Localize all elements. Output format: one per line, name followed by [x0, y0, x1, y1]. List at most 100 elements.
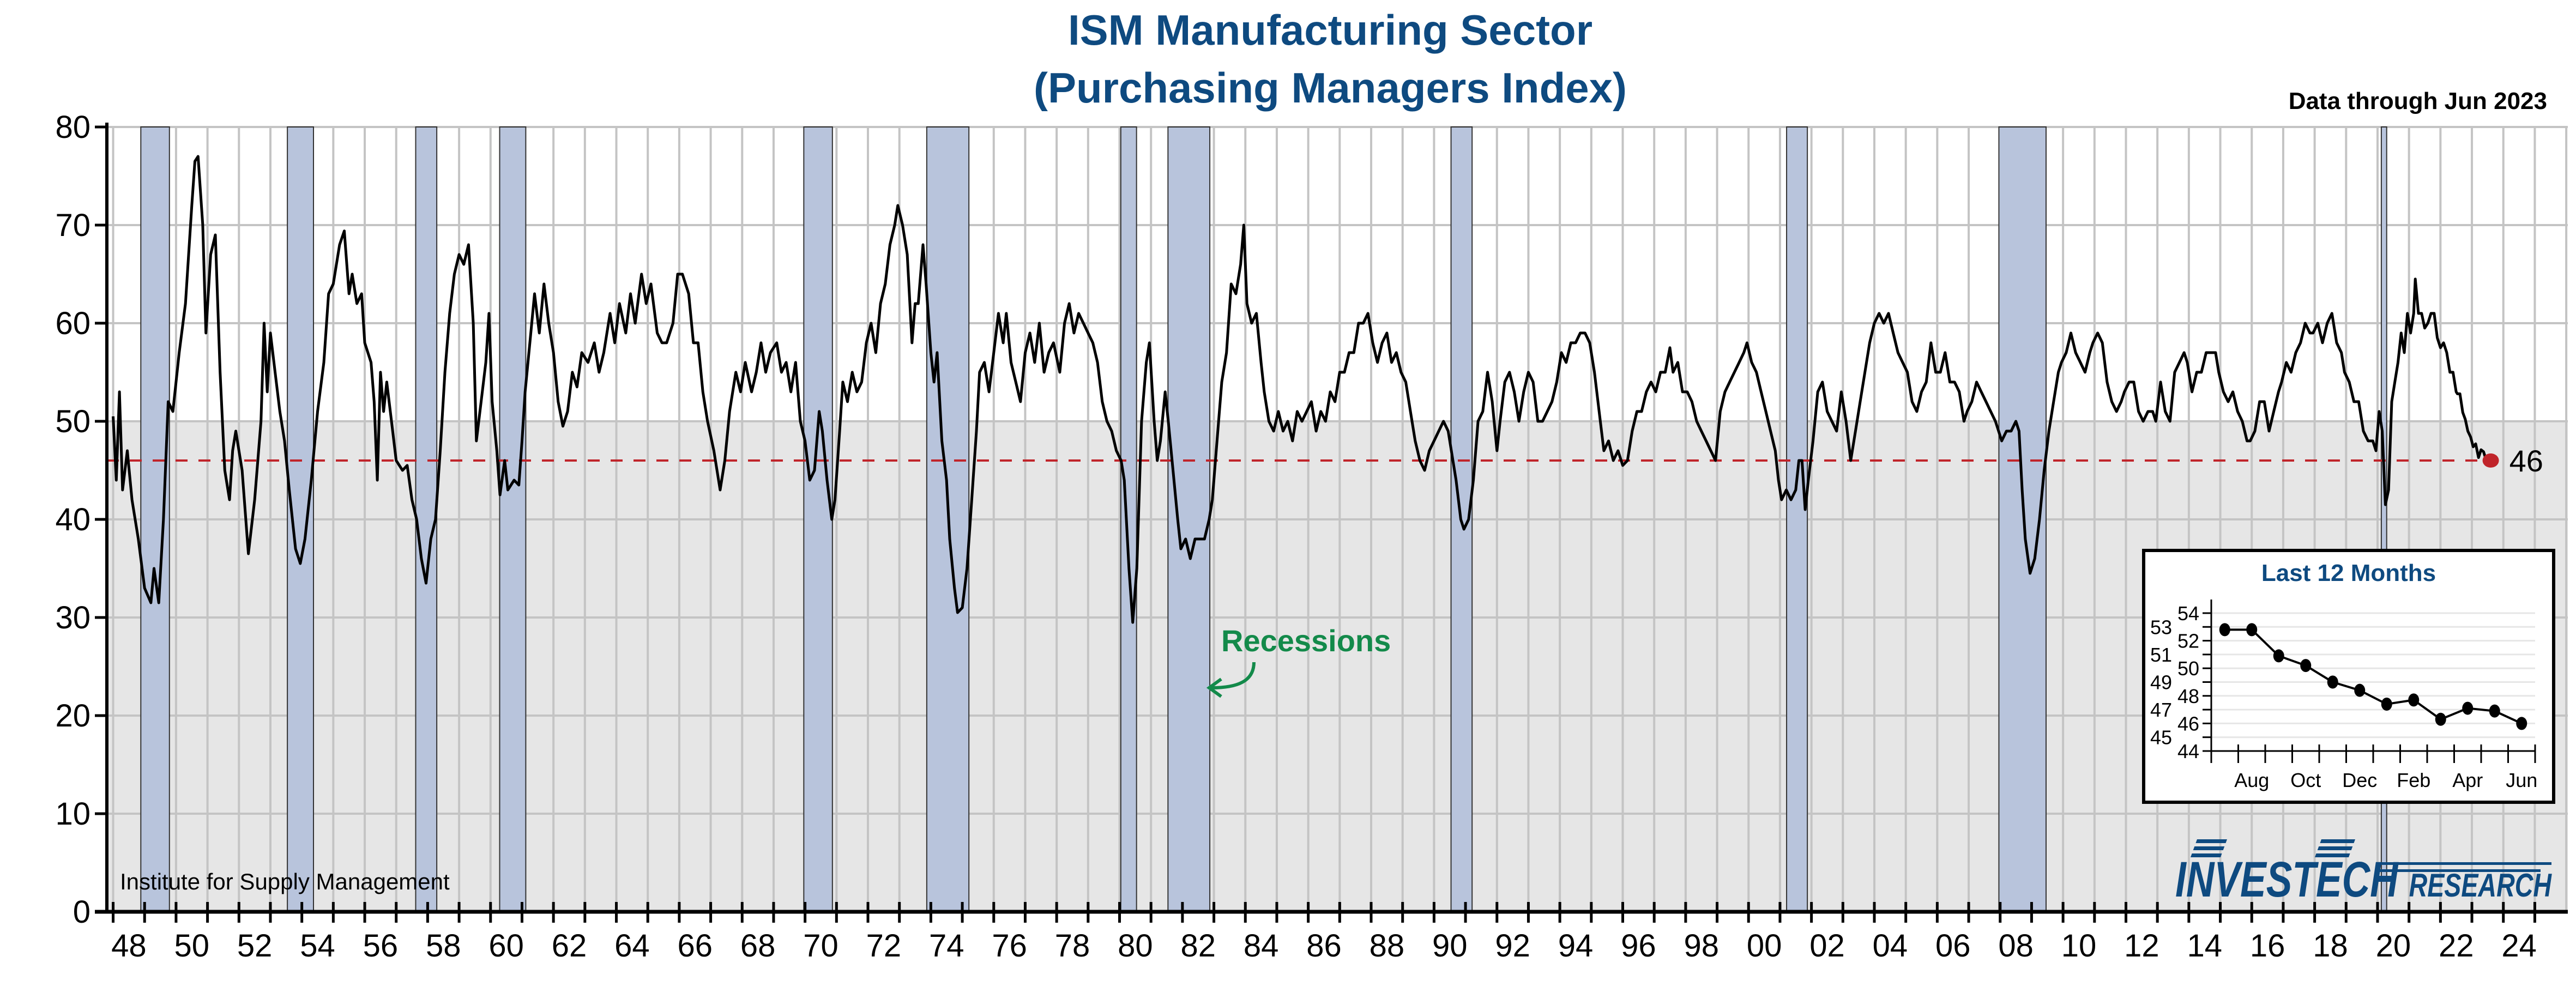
x-tick-label: 82 — [1180, 928, 1216, 964]
chart-title: ISM Manufacturing Sector — [1068, 6, 1592, 54]
x-tick-label: 02 — [1809, 928, 1845, 964]
x-tick-label: 66 — [677, 928, 713, 964]
inset-data-point — [2300, 659, 2312, 673]
inset-y-tick-label: 48 — [2177, 685, 2199, 707]
x-tick-label: 58 — [426, 928, 461, 964]
y-tick-label: 30 — [55, 600, 91, 635]
x-tick-label: 08 — [1998, 928, 2034, 964]
plot-area: 46 0 10 20 30 40 50 60 70 80 48 50 52 54 56 58 60 62 64 66 6… — [55, 110, 2568, 964]
recessions-label: Recessions — [1221, 623, 1391, 658]
x-tick-label: 22 — [2439, 928, 2474, 964]
x-tick-label: 76 — [992, 928, 1027, 964]
x-tick-label: 00 — [1747, 928, 1782, 964]
brand-logo: INVESTECH RESEARCH — [2175, 839, 2552, 907]
y-tick-label: 0 — [73, 894, 91, 930]
y-tick-label: 80 — [55, 110, 91, 145]
inset-y-tick-label: 52 — [2177, 630, 2199, 652]
x-tick-label: 86 — [1306, 928, 1342, 964]
x-tick-label: 74 — [929, 928, 964, 964]
y-tick-label: 60 — [55, 306, 91, 341]
inset-y-tick-label: 44 — [2177, 740, 2199, 762]
data-through-note: Data through Jun 2023 — [2289, 88, 2547, 114]
recession-band — [140, 126, 170, 912]
x-tick-label: 64 — [614, 928, 650, 964]
inset-x-tick-label: Oct — [2290, 769, 2321, 791]
source-label: Institute for Supply Management — [120, 869, 450, 894]
x-tick-label: 20 — [2376, 928, 2411, 964]
x-tick-label: 10 — [2061, 928, 2097, 964]
inset-x-tick-label: Jun — [2506, 769, 2537, 791]
inset-data-point — [2354, 683, 2366, 697]
last-value-marker — [2482, 453, 2499, 468]
inset-data-point — [2516, 717, 2527, 730]
x-tick-label: 50 — [174, 928, 209, 964]
x-tick-label: 78 — [1055, 928, 1090, 964]
recession-band — [1167, 126, 1211, 912]
inset-data-point — [2219, 623, 2230, 637]
x-tick-label: 72 — [866, 928, 902, 964]
chart-subtitle: (Purchasing Managers Index) — [1034, 64, 1627, 112]
x-tick-label: 98 — [1684, 928, 1719, 964]
y-tick-label: 20 — [55, 698, 91, 734]
x-tick-label: 96 — [1621, 928, 1656, 964]
inset-data-point — [2381, 697, 2392, 711]
inset-data-point — [2435, 712, 2446, 726]
inset-title: Last 12 Months — [2261, 560, 2436, 586]
inset-y-tick-label: 53 — [2150, 616, 2172, 638]
inset-data-point — [2246, 623, 2258, 637]
recession-band — [1786, 126, 1808, 912]
x-tick-label: 52 — [237, 928, 273, 964]
x-tick-label: 54 — [300, 928, 335, 964]
inset-x-tick-label: Feb — [2397, 769, 2430, 791]
recession-band — [803, 126, 833, 912]
x-tick-label: 80 — [1118, 928, 1153, 964]
inset-x-tick-label: Dec — [2342, 769, 2377, 791]
inset-y-tick-label: 51 — [2150, 644, 2172, 666]
x-tick-label: 88 — [1370, 928, 1405, 964]
recession-band — [926, 126, 970, 912]
recession-band — [415, 126, 438, 912]
y-tick-label: 70 — [55, 208, 91, 243]
recession-band — [499, 126, 527, 912]
x-tick-label: 94 — [1558, 928, 1594, 964]
inset-y-tick-label: 45 — [2150, 726, 2172, 749]
inset-data-point — [2408, 693, 2420, 707]
y-tick-label: 10 — [55, 796, 91, 832]
inset-data-point — [2273, 649, 2284, 663]
inset-x-tick-label: Apr — [2452, 769, 2483, 791]
recessions-annotation: Recessions — [1206, 623, 1391, 698]
inset-data-point — [2327, 675, 2338, 689]
recession-band — [1120, 126, 1137, 912]
inset-y-tick-label: 47 — [2150, 699, 2172, 721]
x-tick-label: 06 — [1935, 928, 1971, 964]
inset-data-point — [2489, 704, 2500, 718]
curved-arrow-icon — [1211, 662, 1256, 689]
arrow-head-icon — [1206, 677, 1222, 698]
x-tick-label: 56 — [363, 928, 399, 964]
inset-frame — [2142, 549, 2555, 804]
x-tick-label: 70 — [803, 928, 838, 964]
x-tick-label: 04 — [1873, 928, 1908, 964]
inset-y-tick-label: 46 — [2177, 712, 2199, 735]
x-tick-label: 90 — [1432, 928, 1468, 964]
inset-x-tick-label: Aug — [2234, 769, 2269, 791]
x-tick-label: 12 — [2124, 928, 2159, 964]
x-tick-label: 16 — [2250, 928, 2285, 964]
x-tick-label: 48 — [111, 928, 147, 964]
x-tick-label: 60 — [488, 928, 524, 964]
x-tick-label: 14 — [2187, 928, 2222, 964]
inset-y-tick-label: 50 — [2177, 657, 2199, 680]
inset-y-tick-label: 49 — [2150, 671, 2172, 694]
pmi-series-line — [112, 155, 2488, 624]
inset-y-tick-label: 54 — [2177, 602, 2199, 625]
x-tick-label: 68 — [740, 928, 776, 964]
x-tick-label: 24 — [2501, 928, 2537, 964]
x-tick-label: 92 — [1495, 928, 1530, 964]
y-tick-label: 40 — [55, 502, 91, 537]
y-tick-label: 50 — [55, 404, 91, 439]
inset-data-point — [2462, 701, 2474, 715]
brand-text: INVESTECH RESEARCH — [2175, 852, 2552, 907]
x-tick-label: 84 — [1244, 928, 1279, 964]
